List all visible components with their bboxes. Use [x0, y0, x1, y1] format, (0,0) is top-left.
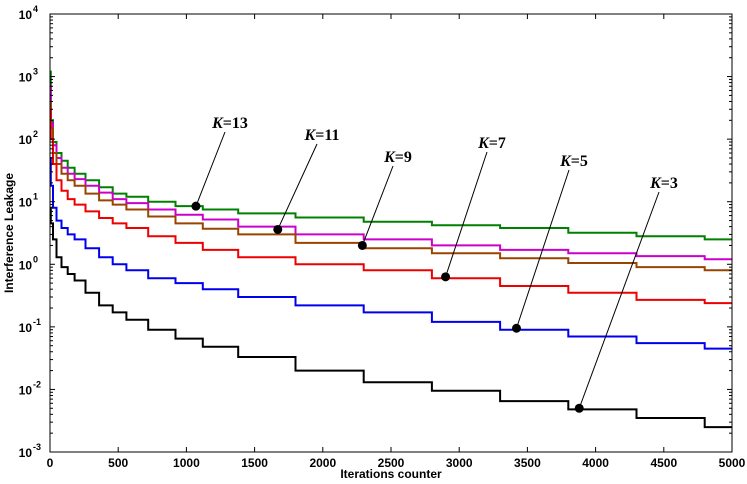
annotation-marker: [574, 403, 584, 413]
series-line-k-3: [49, 206, 732, 429]
ticks-layer: 0 500 1000 1500 2000 2500 3000 3500 4000 4500 5000…: [19, 4, 746, 470]
annotation-marker: [511, 323, 521, 333]
y-tick-exponent: -2: [33, 379, 41, 389]
x-tick-label: 0: [47, 456, 54, 470]
x-tick-label: 3500: [514, 456, 541, 470]
series-line-k-11: [49, 85, 732, 261]
y-tick-exponent: 3: [33, 67, 38, 77]
annotation-leader: [578, 191, 660, 409]
y-tick-exponent: 1: [33, 192, 38, 202]
series-layer: [49, 70, 732, 429]
series-line-k-7: [49, 108, 732, 305]
x-tick-label: 5000: [719, 456, 746, 470]
series-line-k-9: [49, 100, 732, 272]
annotation-label: K=7: [477, 135, 506, 152]
annotation-leader: [445, 151, 488, 277]
y-tick-exponent: -3: [33, 442, 41, 452]
y-tick-exponent: 4: [33, 4, 38, 14]
y-axis-title: Interference Leakage: [2, 173, 16, 293]
annotation-leader: [516, 169, 570, 329]
y-tick-label: 10: [19, 321, 33, 335]
x-tick-label: 500: [108, 456, 128, 470]
annotation-marker: [357, 240, 367, 250]
x-tick-label: 3000: [446, 456, 473, 470]
annotation-marker: [441, 272, 451, 282]
annotation-label: K=13: [211, 115, 248, 132]
annotation-leader: [277, 143, 318, 230]
y-tick-label: 10: [19, 446, 33, 460]
y-tick-exponent: 0: [33, 254, 38, 264]
series-line-k-5: [49, 157, 732, 350]
series-line-k-13: [49, 70, 732, 241]
x-tick-label: 4500: [650, 456, 677, 470]
x-tick-label: 1000: [173, 456, 200, 470]
x-tick-label: 2000: [309, 456, 336, 470]
y-tick-label: 10: [19, 71, 33, 85]
annotation-leader: [195, 131, 226, 207]
x-tick-label: 4000: [582, 456, 609, 470]
y-tick-label: 10: [19, 133, 33, 147]
y-tick-exponent: -1: [33, 317, 41, 327]
annotation-label: K=11: [304, 127, 340, 144]
annotation-leader: [361, 165, 394, 246]
y-tick-label: 10: [19, 8, 33, 22]
y-tick-label: 10: [19, 383, 33, 397]
annotation-marker: [191, 201, 201, 211]
annotation-marker: [273, 224, 283, 234]
annotation-layer: K=13 K=11 K=9 K=7 K=5 K=3: [191, 115, 678, 413]
annotation-label: K=9: [383, 149, 412, 166]
annotation-label: K=5: [559, 153, 588, 170]
y-tick-exponent: 2: [33, 129, 38, 139]
x-axis-title: Iterations counter: [340, 467, 442, 481]
y-tick-label: 10: [19, 196, 33, 210]
y-tick-label: 10: [19, 258, 33, 272]
x-tick-label: 1500: [241, 456, 268, 470]
annotation-label: K=3: [649, 175, 678, 192]
x-tick-label: 2500: [378, 456, 405, 470]
